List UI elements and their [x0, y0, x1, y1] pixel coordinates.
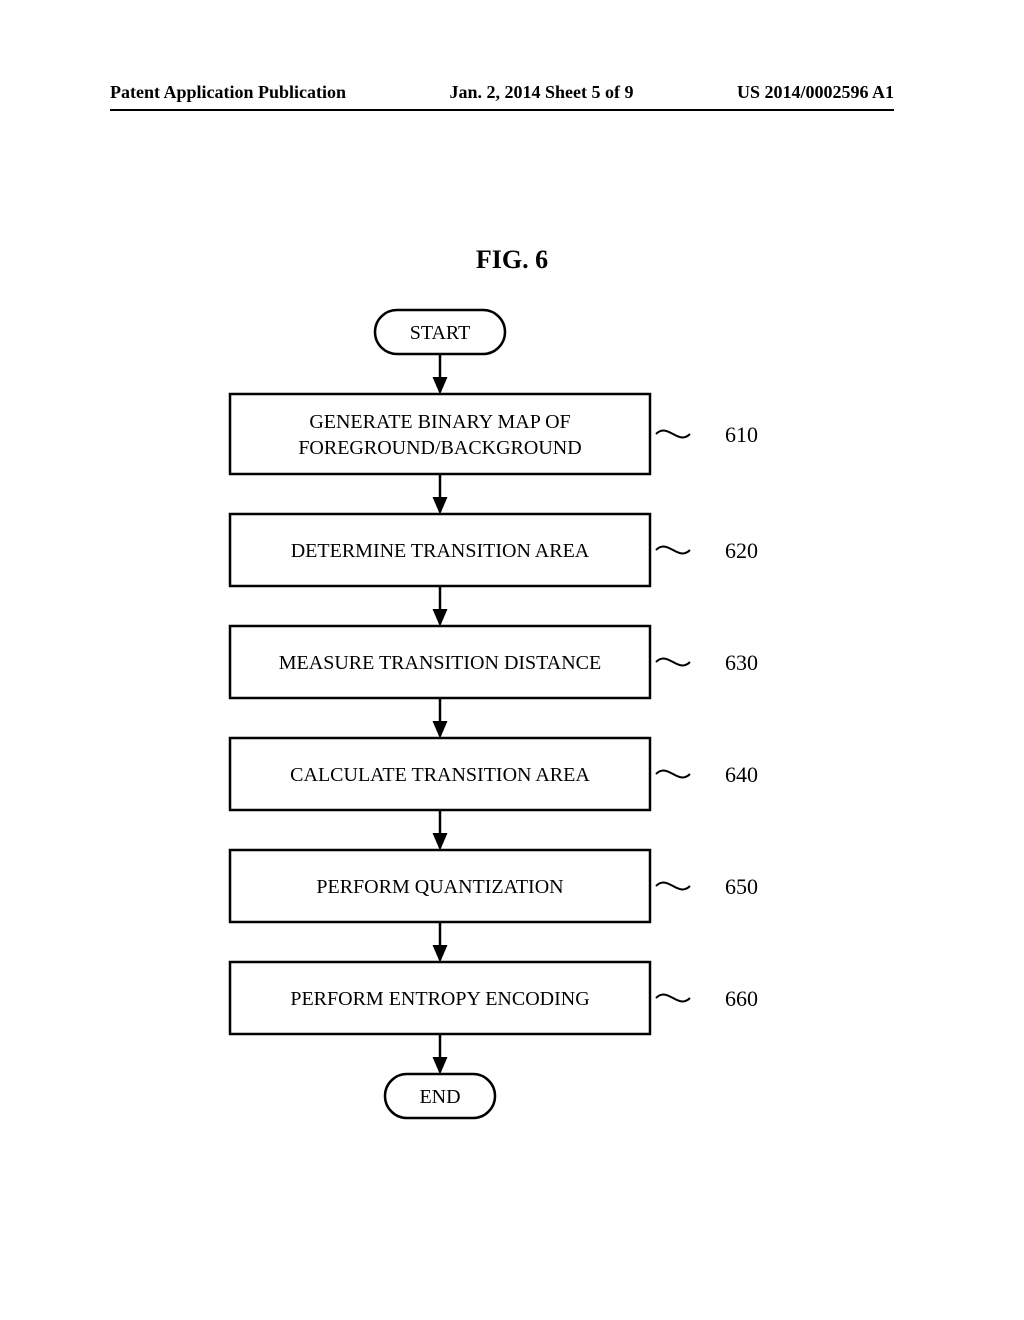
step-box	[230, 394, 650, 474]
step-ref: 640	[725, 762, 758, 787]
step-label: MEASURE TRANSITION DISTANCE	[279, 652, 601, 674]
step-ref: 650	[725, 874, 758, 899]
terminal-start-label: START	[410, 322, 471, 344]
step-label: PERFORM ENTROPY ENCODING	[290, 988, 589, 1010]
step-label: DETERMINE TRANSITION AREA	[291, 540, 590, 562]
page: Patent Application Publication Jan. 2, 2…	[0, 0, 1024, 1320]
step-ref: 610	[725, 422, 758, 447]
terminal-end-label: END	[419, 1086, 460, 1108]
step-ref: 630	[725, 650, 758, 675]
step-ref: 620	[725, 538, 758, 563]
step-label: PERFORM QUANTIZATION	[316, 876, 563, 898]
step-label: CALCULATE TRANSITION AREA	[290, 764, 590, 786]
flowchart: START GENERATE BINARY MAP OF FOREGROUND/BA…	[0, 0, 1024, 1320]
step-ref: 660	[725, 986, 758, 1011]
step-label: GENERATE BINARY MAP OF	[309, 411, 570, 433]
step-label: FOREGROUND/BACKGROUND	[298, 437, 581, 459]
